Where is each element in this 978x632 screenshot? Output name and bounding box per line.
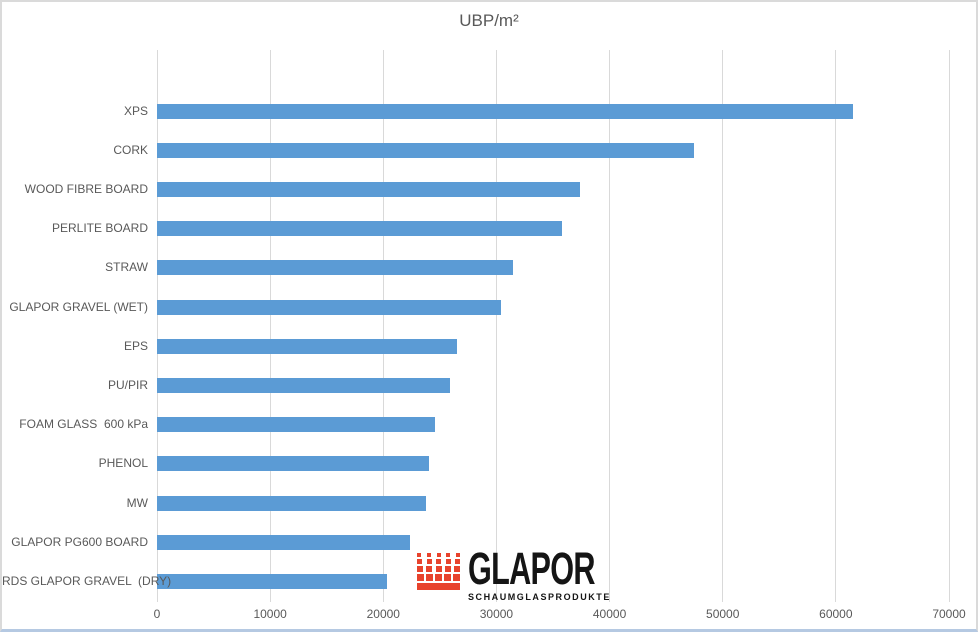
red-squares-grid-icon (417, 551, 460, 590)
bar (157, 260, 514, 276)
x-axis-tick-label: 60000 (819, 607, 853, 621)
category-label: MW (126, 495, 148, 510)
bar (157, 456, 429, 472)
gridline (722, 50, 724, 602)
bar (157, 534, 411, 550)
bar (157, 338, 457, 354)
gridline (269, 50, 271, 602)
bar (157, 299, 501, 315)
category-label: RDS GLAPOR GRAVEL (DRY) (2, 573, 172, 588)
logo-subtitle: SCHAUMGLASPRODUKTE (468, 592, 611, 602)
bar (157, 103, 853, 119)
category-label: GLAPOR GRAVEL (WET) (9, 299, 148, 314)
category-label: XPS (123, 103, 148, 118)
x-axis-tick-label: 40000 (592, 607, 627, 621)
gridline (609, 50, 611, 602)
category-label: STRAW (105, 260, 148, 275)
x-axis-tick-label: 20000 (366, 607, 400, 621)
x-axis-tick-label: 30000 (479, 607, 514, 621)
gridline (156, 50, 158, 602)
x-axis-tick-label: 70000 (932, 607, 966, 621)
bar (157, 495, 427, 511)
plot-area (156, 50, 950, 602)
category-label: PU/PIR (107, 377, 148, 392)
bar (157, 417, 436, 433)
glapor-logo: GLAPOR SCHAUMGLASPRODUKTE (417, 543, 655, 602)
chart-title: UBP/m² (459, 11, 519, 30)
logo-text-block: GLAPOR SCHAUMGLASPRODUKTE (468, 543, 655, 602)
category-label: FOAM GLASS 600 kPa (19, 417, 148, 432)
category-label: CORK (113, 142, 148, 157)
gridline (948, 50, 950, 602)
bar (157, 573, 387, 589)
bar (157, 181, 581, 197)
category-label: EPS (123, 338, 148, 353)
bar (157, 221, 563, 237)
gridline (495, 50, 497, 602)
logo-name: GLAPOR (468, 543, 596, 594)
gridline (382, 50, 384, 602)
category-label: GLAPOR PG600 BOARD (11, 534, 148, 549)
x-axis-tick-label: 0 (153, 607, 161, 621)
x-axis-tick-label: 10000 (253, 607, 287, 621)
x-axis-tick-label: 50000 (706, 607, 740, 621)
category-label: PERLITE BOARD (51, 221, 148, 236)
bar (157, 377, 451, 393)
category-label: PHENOL (98, 456, 148, 471)
category-label: WOOD FIBRE BOARD (24, 181, 148, 196)
bar (157, 142, 695, 158)
gridline (835, 50, 837, 602)
